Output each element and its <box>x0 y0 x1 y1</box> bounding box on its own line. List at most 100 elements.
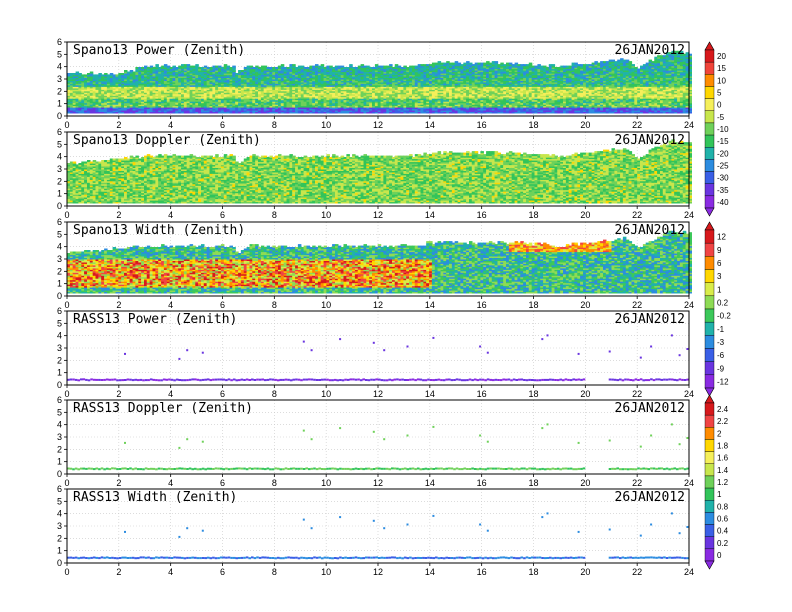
heatmap-cell <box>212 74 216 77</box>
heatmap-cell <box>258 110 262 113</box>
heatmap-cell <box>72 90 77 93</box>
heatmap-cell <box>195 95 199 98</box>
heatmap-cell <box>138 108 142 111</box>
heatmap-cell <box>255 68 259 71</box>
heatmap-cell <box>175 93 179 96</box>
heatmap-cell <box>104 107 108 110</box>
heatmap-cell <box>181 77 185 80</box>
heatmap-cell <box>218 107 222 110</box>
heatmap-cell <box>175 107 179 110</box>
heatmap-cell <box>146 81 151 84</box>
heatmap-cell <box>92 101 97 104</box>
heatmap-cell <box>272 95 276 98</box>
heatmap-cell <box>229 83 233 86</box>
heatmap-cell <box>87 78 91 81</box>
heatmap-cell <box>126 96 131 99</box>
heatmap-cell <box>206 104 211 107</box>
heatmap-cell <box>161 84 165 87</box>
heatmap-cell <box>235 74 239 77</box>
heatmap-cell <box>275 92 279 95</box>
heatmap-cell <box>135 80 139 83</box>
heatmap-cell <box>260 96 265 99</box>
heatmap-cell <box>263 93 268 96</box>
heatmap-cell <box>223 89 228 92</box>
heatmap-cell <box>181 84 185 87</box>
heatmap-cell <box>260 68 265 71</box>
heatmap-cell <box>178 93 182 96</box>
heatmap-cell <box>109 90 114 93</box>
heatmap-cell <box>81 111 85 114</box>
heatmap-cell <box>263 98 268 101</box>
heatmap-cell <box>238 87 242 90</box>
heatmap-cell <box>121 104 125 107</box>
heatmap-cell <box>246 75 251 78</box>
heatmap-cell <box>166 86 171 89</box>
heatmap-cell <box>223 92 228 95</box>
heatmap-cell <box>206 78 211 81</box>
heatmap-cell <box>229 92 233 95</box>
heatmap-cell <box>155 68 159 71</box>
heatmap-cell <box>212 71 216 74</box>
heatmap-cell <box>229 107 233 110</box>
heatmap-cell <box>269 84 273 87</box>
heatmap-cell <box>218 87 222 90</box>
heatmap-cell <box>138 90 142 93</box>
heatmap-cell <box>112 95 117 98</box>
heatmap-cell <box>78 98 82 101</box>
heatmap-cell <box>275 99 279 102</box>
heatmap-cell <box>215 104 219 107</box>
heatmap-cell <box>135 81 139 84</box>
heatmap-cell <box>175 105 179 108</box>
heatmap-cell <box>146 77 151 80</box>
heatmap-cell <box>272 93 276 96</box>
heatmap-cell <box>98 73 102 76</box>
heatmap-cell <box>95 84 99 87</box>
heatmap-cell <box>186 110 191 113</box>
heatmap-cell <box>67 73 71 76</box>
heatmap-cell <box>152 71 156 74</box>
heatmap-cell <box>218 78 222 81</box>
heatmap-cell <box>283 84 288 87</box>
heatmap-cell <box>263 105 268 108</box>
heatmap-cell <box>269 86 273 89</box>
heatmap-cell <box>232 107 236 110</box>
heatmap-cell <box>258 98 262 101</box>
heatmap-cell <box>92 105 97 108</box>
heatmap-cell <box>141 101 145 104</box>
heatmap-cell <box>84 75 88 78</box>
heatmap-cell <box>69 89 74 92</box>
heatmap-cell <box>104 95 108 98</box>
heatmap-cell <box>201 111 205 114</box>
heatmap-cell <box>269 98 273 101</box>
heatmap-cell <box>92 87 97 90</box>
heatmap-cell <box>101 104 105 107</box>
heatmap-cell <box>246 73 251 76</box>
heatmap-cell <box>126 86 131 89</box>
heatmap-cell <box>229 102 233 105</box>
heatmap-cell <box>98 78 102 81</box>
heatmap-cell <box>215 71 219 74</box>
heatmap-cell <box>201 104 205 107</box>
heatmap-cell <box>149 77 154 80</box>
heatmap-cell <box>163 98 168 101</box>
heatmap-cell <box>229 105 233 108</box>
heatmap-cell <box>260 75 265 78</box>
heatmap-cell <box>272 89 276 92</box>
heatmap-cell <box>266 93 271 96</box>
heatmap-cell <box>240 99 245 102</box>
heatmap-cell <box>152 87 156 90</box>
heatmap-cell <box>223 75 228 78</box>
heatmap-cell <box>206 87 211 90</box>
heatmap-cell <box>67 108 71 111</box>
heatmap-cell <box>263 65 268 68</box>
heatmap-cell <box>178 81 182 84</box>
heatmap-cell <box>232 110 236 113</box>
heatmap-cell <box>146 95 151 98</box>
heatmap-cell <box>141 77 145 80</box>
heatmap-cell <box>206 101 211 104</box>
heatmap-cell <box>67 110 71 113</box>
heatmap-cell <box>220 107 225 110</box>
heatmap-cell <box>87 90 91 93</box>
heatmap-cell <box>186 64 191 67</box>
heatmap-cell <box>166 87 171 90</box>
